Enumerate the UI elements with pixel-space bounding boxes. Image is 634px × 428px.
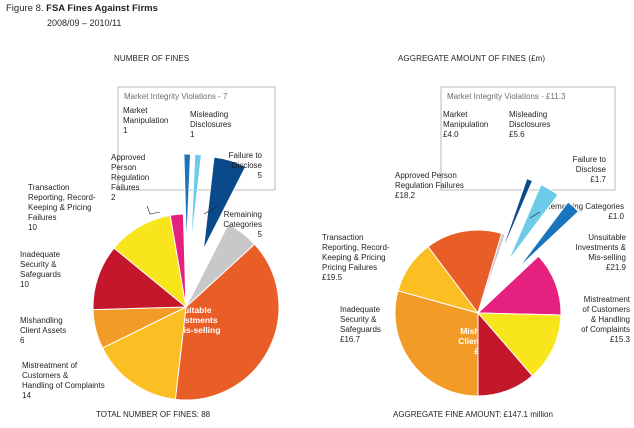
pie-slice-approved-person-regulation-failures: [476, 255, 562, 316]
slice-label-transaction-reporting-record-keeping-and-pricing-failures: Transaction Reporting, Record-Keeping & P…: [28, 183, 96, 232]
figure-title: FSA Fines Against Firms: [46, 3, 158, 14]
chart-2-heading: AGGREGATE AMOUNT OF FINES (£m): [398, 54, 546, 63]
slice-label-market-manipulation: Market Manipulation £4.0: [443, 110, 488, 139]
market-integrity-callout-box: [440, 86, 616, 191]
slice-label-transaction-reporting-record-keeping-and-pricing-failures: Transaction Reporting, Record-Keeping & P…: [322, 233, 390, 282]
pie-slice-market-manipulation: [183, 153, 192, 248]
figure-header: Figure 8. FSA Fines Against Firms 2008/0…: [6, 2, 158, 30]
pie-slice-unsuitable-investments-and-mis-selling: [427, 229, 503, 315]
pie-chart-2: Market Integrity Violations - £11.3Misha…: [322, 86, 631, 397]
slice-label-failure-to-disclose: Failure to Disclose £1.7: [573, 155, 607, 184]
pie-slice-transaction-reporting-record-keeping-and-pricing-failures: [476, 312, 562, 377]
chart-1-footer: TOTAL NUMBER OF FINES: 88: [96, 410, 211, 419]
figure-period: 2008/09 – 2010/11: [47, 18, 122, 28]
pie-chart-1: Market Integrity Violations - 7Unsuitabl…: [20, 86, 280, 401]
pie-slice-remaining-categories: [185, 223, 256, 308]
pie-slice-transaction-reporting-record-keeping-and-pricing-failures: [113, 214, 187, 309]
leader-line: [203, 205, 219, 215]
slice-label-market-manipulation: Market Manipulation 1: [123, 106, 168, 135]
pie-slice-mishandling-client-assets: [394, 290, 479, 397]
slice-label-remaining-categories: Remaining Categories £1.0: [545, 202, 625, 221]
slice-label-mistreatment-of-customers-and-handling-of-complaints: Mistreatment of Customers & Handling of Co…: [22, 361, 105, 400]
leader-line: [146, 205, 161, 215]
pie-slice-inadequate-security-and-safeguards: [92, 247, 188, 311]
pie-slice-market-manipulation: [517, 201, 580, 269]
slice-label-inadequate-security-and-safeguards: Inadequate Security & Safeguards 10: [20, 250, 61, 289]
slice-label-unsuitable-investments-and-mis-selling: Unsuitable Investments & Mis-selling £21.9: [575, 233, 626, 272]
market-integrity-group-label: Market Integrity Violations - 7: [124, 92, 228, 101]
pie-slice-approved-person-regulation-failures: [169, 213, 187, 308]
market-integrity-group-label: Market Integrity Violations - £11.3: [447, 92, 566, 101]
slice-label-misleading-disclosures: Misleading Disclosures £5.6: [509, 110, 550, 139]
slice-label-inadequate-security-and-safeguards: Inadequate Security & Safeguards £16.7: [340, 305, 381, 344]
chart-2-footer: AGGREGATE FINE AMOUNT: £147.1 million: [393, 410, 553, 419]
pie-slice-mistreatment-of-customers-and-handling-of-complaints: [101, 306, 187, 400]
slice-label-failure-to-disclose: Failure to Disclose 5: [229, 151, 263, 180]
chart-1-heading: NUMBER OF FINES: [114, 54, 190, 63]
pie-slice-misleading-disclosures: [507, 184, 559, 262]
pie-slice-unsuitable-investments-and-mis-selling: [174, 243, 280, 401]
figure-number: Figure 8.: [6, 3, 44, 14]
slice-label-approved-person-regulation-failures: Approved Person Regulation Failures 2: [111, 153, 149, 202]
slice-label-mistreatment-of-customers-and-handling-of-complaints: Mistreatment of Customers & Handling of Com…: [581, 295, 631, 344]
pie-slice-failure-to-disclose: [499, 177, 534, 258]
slice-label-remaining-categories: Remaining Categories 5: [223, 210, 262, 239]
slice-label-misleading-disclosures: Misleading Disclosures 1: [190, 110, 231, 139]
pie-slice-remaining-categories: [477, 232, 506, 314]
slice-label-approved-person-regulation-failures: Approved Person Regulation Failures £18.2: [395, 171, 464, 200]
slice-label-mishandling-client-assets: Mishandling Client Assets 6: [20, 316, 66, 345]
pie-slice-failure-to-disclose: [202, 156, 247, 250]
pie-slice-inadequate-security-and-safeguards: [477, 311, 534, 397]
pie-slice-misleading-disclosures: [190, 153, 202, 248]
leader-line: [529, 211, 541, 219]
